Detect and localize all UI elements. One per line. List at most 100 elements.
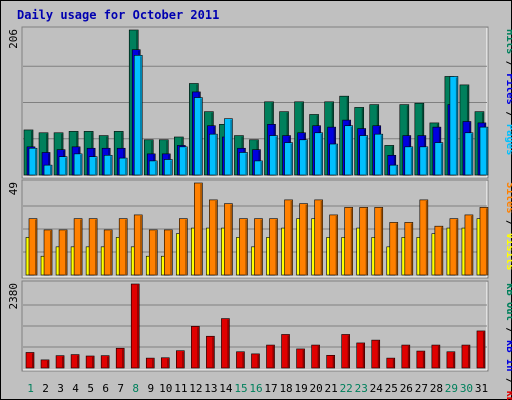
pages-bar [419, 146, 429, 176]
sites-bar [404, 222, 414, 276]
pages-bar [179, 146, 188, 176]
pages-bar [118, 157, 128, 176]
sites-bar [43, 229, 53, 276]
series-label: Pages [504, 124, 512, 156]
day-9-bars [143, 139, 158, 176]
x-tick-label: 7 [117, 382, 124, 395]
pages-bar [359, 135, 369, 176]
sites-bar [103, 229, 113, 276]
day-22-bars [339, 95, 353, 176]
day-21-bars [324, 101, 338, 176]
day-20-bars [311, 199, 323, 276]
kbytes-bar [266, 344, 275, 369]
x-tick-label: 19 [294, 382, 307, 395]
x-tick-label: 26 [400, 382, 413, 395]
day-29-bars [446, 351, 456, 369]
day-14-bars [221, 203, 233, 276]
kbytes-bar [145, 357, 155, 369]
y-max-label: 206 [7, 29, 20, 49]
x-tick-label: 29 [445, 382, 458, 395]
sites-bar [479, 207, 489, 276]
sites-bar [329, 214, 338, 276]
pages-bar [209, 133, 218, 176]
sites-bar [314, 199, 323, 276]
pages-bar [434, 142, 444, 176]
pages-bar [148, 160, 158, 176]
day-22-bars [341, 207, 353, 276]
day-23-bars [356, 207, 369, 276]
kbytes-bar [311, 344, 320, 369]
x-tick-label: 12 [189, 382, 202, 395]
day-4-bars [70, 354, 80, 369]
x-tick-label: 16 [249, 382, 262, 395]
sites-bar [374, 207, 384, 276]
kbytes-bar [221, 318, 230, 369]
sites-bar [464, 214, 474, 276]
day-28-bars [431, 344, 441, 369]
day-13-bars [206, 335, 215, 369]
kbytes-bar [85, 355, 95, 369]
pages-bar [299, 139, 308, 176]
x-tick-label: 14 [219, 382, 233, 395]
series-label: Sites [504, 182, 512, 214]
day-19-bars [294, 101, 308, 176]
pages-bar [133, 55, 143, 176]
day-11-bars [176, 350, 185, 369]
series-axis-labels: Sites / Visits [504, 182, 512, 271]
kbytes-bar [176, 350, 185, 369]
day-12-bars [189, 83, 203, 176]
day-16-bars [249, 139, 263, 176]
day-25-bars [386, 222, 399, 276]
x-tick-label: 23 [355, 382, 368, 395]
pages-bar [374, 133, 384, 176]
day-6-bars [100, 229, 113, 276]
day-10-bars [158, 139, 173, 176]
pages-bar [28, 147, 38, 176]
day-31-bars [476, 330, 486, 369]
day-18-bars [281, 334, 290, 369]
y-max-label: 2380 [7, 283, 20, 310]
x-tick-label: 1 [27, 382, 34, 395]
day-6-bars [98, 135, 113, 176]
day-1-bars [23, 129, 38, 176]
day-14-bars [219, 118, 233, 176]
day-11-bars [174, 136, 188, 176]
kbytes-bar [70, 354, 80, 369]
day-27-bars [416, 199, 429, 276]
pages-bar [389, 164, 399, 176]
kbytes-bar [401, 344, 411, 369]
day-21-bars [326, 214, 338, 276]
kbytes-bar [191, 326, 200, 369]
pages-bar [194, 97, 203, 176]
sites-bar [209, 199, 218, 276]
x-tick-label: 8 [132, 382, 139, 395]
day-21-bars [326, 354, 335, 369]
sites-bar [419, 199, 429, 276]
series-label: kB In [504, 340, 512, 372]
day-3-bars [53, 132, 68, 176]
day-2-bars [40, 359, 50, 369]
x-tick-label: 24 [370, 382, 384, 395]
day-10-bars [160, 229, 173, 276]
x-tick-label: 31 [475, 382, 488, 395]
day-13-bars [204, 111, 218, 176]
pages-bar [224, 118, 233, 176]
day-14-bars [221, 318, 230, 369]
sites-bar [163, 229, 173, 276]
sites-bar [194, 182, 203, 276]
sites-bar [28, 218, 38, 276]
kbytes-bar [281, 334, 290, 369]
day-16-bars [251, 218, 263, 276]
day-30-bars [461, 214, 474, 276]
pages-bar [103, 154, 113, 176]
pages-bar [479, 126, 489, 176]
kbytes-bar [416, 350, 426, 369]
day-9-bars [145, 357, 155, 369]
day-6-bars [100, 355, 110, 369]
day-15-bars [236, 351, 245, 369]
kbytes-bar [130, 283, 140, 369]
day-25-bars [384, 145, 399, 176]
series-label: Files [504, 73, 512, 105]
x-tick-label: 22 [340, 382, 353, 395]
sites-bar [299, 203, 308, 276]
